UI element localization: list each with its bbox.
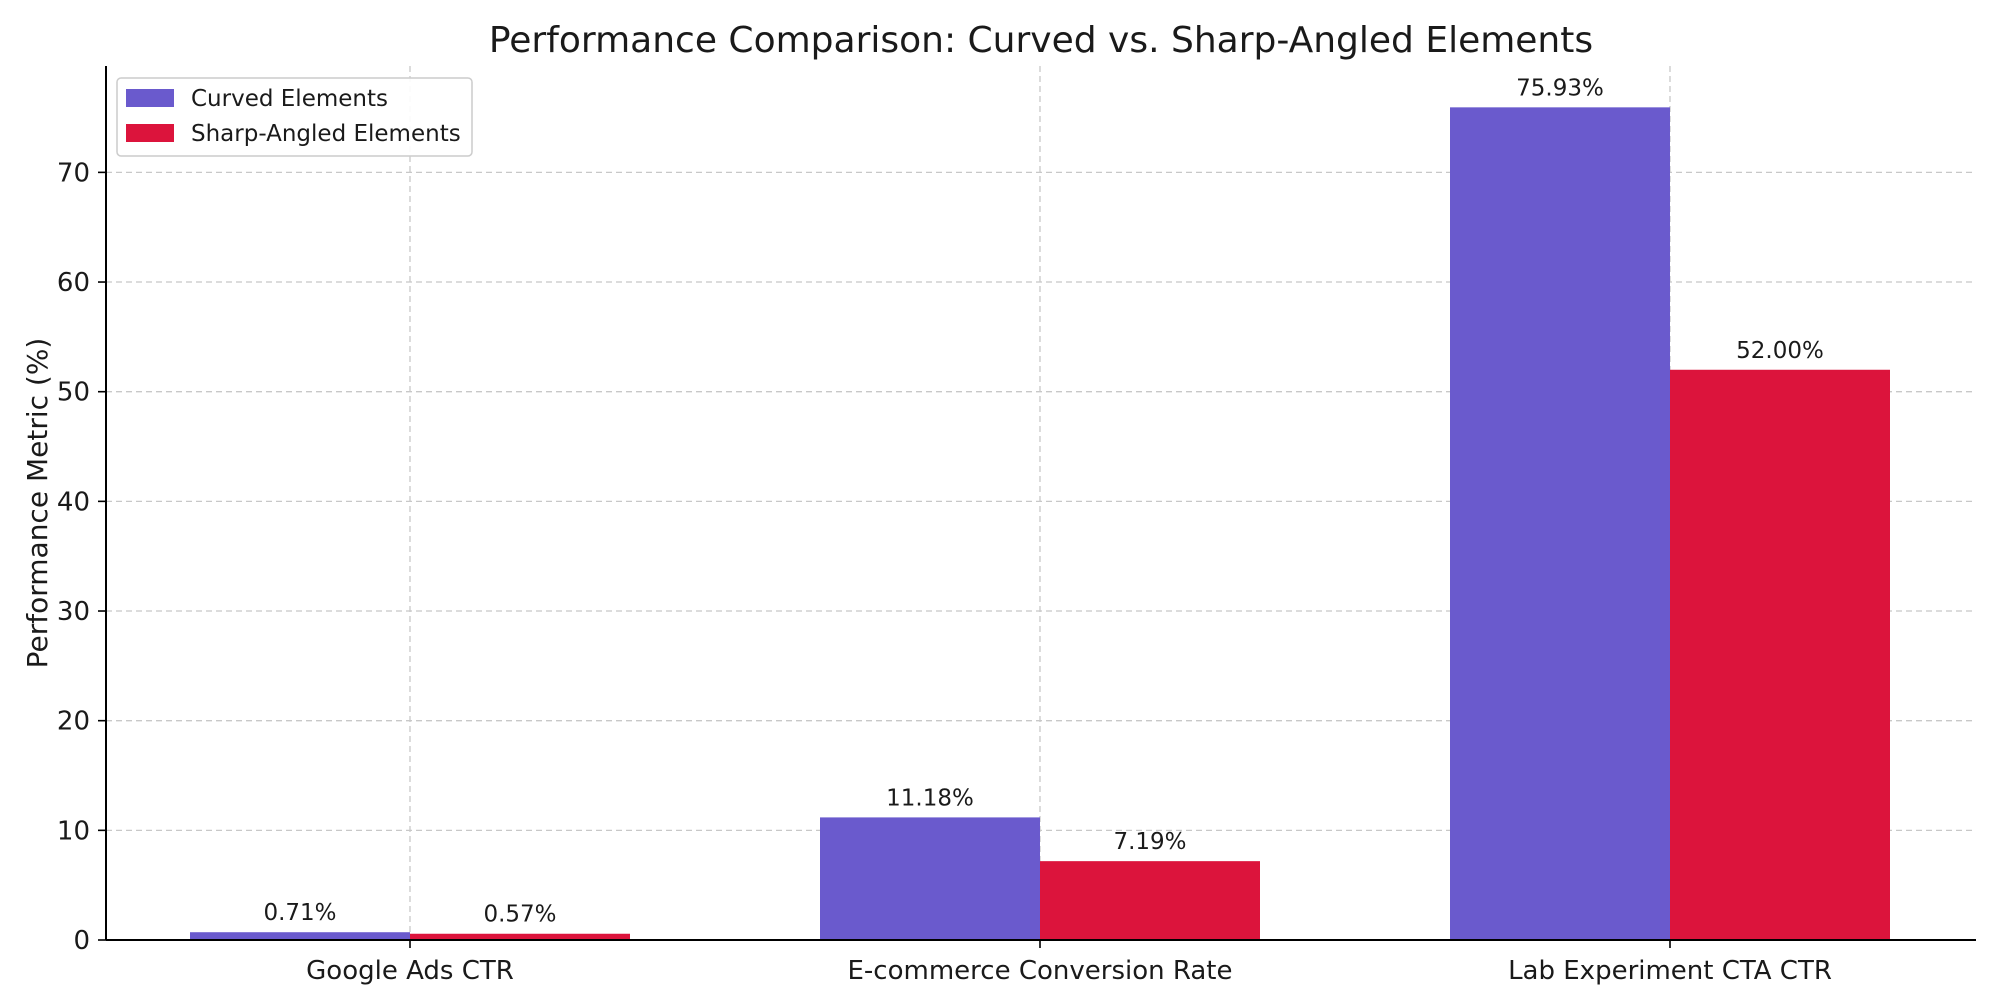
legend-items: Curved Elements Sharp-Angled Elements <box>126 86 461 147</box>
y-tick-label: 60 <box>57 268 90 298</box>
legend-box <box>116 77 473 157</box>
bar-sharp-angled <box>1040 861 1260 940</box>
y-axis-title: Performance Metric (%) <box>21 338 54 669</box>
bar-curved <box>190 932 410 940</box>
legend-label-sharp-angled: Sharp-Angled Elements <box>191 121 461 147</box>
value-labels-layer: 0.71% 11.18% 75.93% 0.57% 7.19% 52.00% <box>263 75 1823 927</box>
y-tick-label: 70 <box>57 158 90 188</box>
bar-value-label: 7.19% <box>1113 829 1186 855</box>
bar-sharp-angled <box>410 933 630 940</box>
bar-value-label: 11.18% <box>886 785 974 811</box>
bars-layer <box>190 107 1890 940</box>
bar-value-label: 75.93% <box>1516 75 1604 101</box>
bar-value-label: 0.57% <box>483 902 556 928</box>
bar-curved <box>820 817 1040 940</box>
y-tick-label: 10 <box>57 816 90 846</box>
legend: Curved Elements Sharp-Angled Elements <box>116 77 473 157</box>
y-tick-label: 50 <box>57 378 90 408</box>
bar-value-label: 52.00% <box>1736 338 1824 364</box>
bar-curved <box>1450 107 1670 940</box>
bar-sharp-angled <box>1670 369 1890 940</box>
y-tick-label: 20 <box>57 707 90 737</box>
y-tick-label: 40 <box>57 487 90 517</box>
legend-label-curved: Curved Elements <box>191 86 388 112</box>
axes-layer <box>105 66 1976 941</box>
legend-swatch-curved <box>126 89 174 107</box>
chart-title: Performance Comparison: Curved vs. Sharp… <box>489 20 1593 61</box>
ticks-layer: 0 10 20 30 40 50 60 70 Google Ads CTR E-commerce … <box>57 158 1832 986</box>
bar-value-label: 0.71% <box>263 900 336 926</box>
y-tick-label: 30 <box>57 597 90 627</box>
x-tick-label: E-commerce Conversion Rate <box>848 956 1233 986</box>
x-tick-label: Lab Experiment CTA CTR <box>1508 956 1832 986</box>
y-tick-label: 0 <box>73 926 90 956</box>
x-tick-label: Google Ads CTR <box>306 956 514 986</box>
legend-swatch-sharp-angled <box>126 124 174 142</box>
